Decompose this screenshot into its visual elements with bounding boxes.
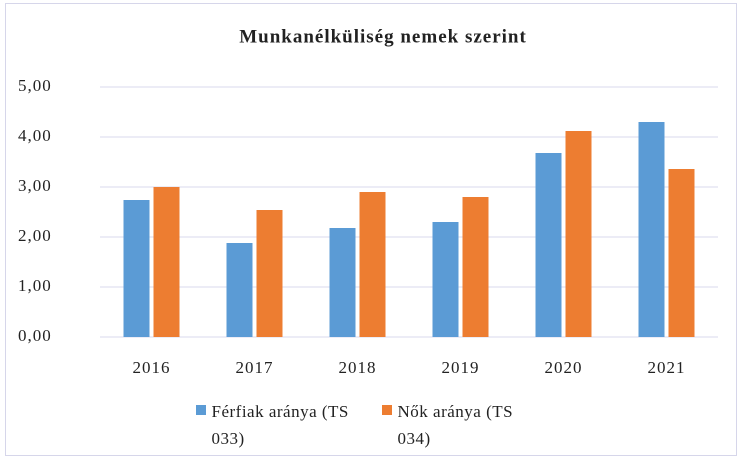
legend-label: Férfiak aránya (TS 033) bbox=[211, 402, 349, 448]
bar bbox=[432, 222, 459, 337]
x-tick-label: 2020 bbox=[545, 358, 583, 377]
chart-title: Munkanélküliség nemek szerint bbox=[239, 26, 527, 47]
bar bbox=[256, 210, 283, 337]
x-tick-label: 2019 bbox=[442, 358, 480, 377]
x-tick-label: 2018 bbox=[339, 358, 377, 377]
bar bbox=[359, 192, 386, 337]
y-tick-label: 3,00 bbox=[18, 176, 52, 195]
chart-border bbox=[5, 3, 737, 456]
legend-item: Férfiak aránya (TS 033) bbox=[195, 398, 362, 452]
y-tick-label: 4,00 bbox=[18, 126, 52, 145]
bar bbox=[462, 197, 489, 337]
x-tick-label: 2016 bbox=[133, 358, 171, 377]
bar bbox=[565, 131, 592, 337]
bar bbox=[535, 153, 562, 337]
legend-item: Nők aránya (TS 034) bbox=[381, 398, 548, 452]
legend: Férfiak aránya (TS 033) Nők aránya (TS 03… bbox=[0, 398, 743, 452]
bar bbox=[329, 228, 356, 337]
x-tick-label: 2017 bbox=[236, 358, 274, 377]
bar bbox=[153, 187, 180, 337]
y-tick-label: 2,00 bbox=[18, 226, 52, 245]
y-tick-label: 1,00 bbox=[18, 276, 52, 295]
legend-swatch bbox=[381, 405, 392, 415]
y-tick-label: 0,00 bbox=[18, 326, 52, 345]
bar bbox=[123, 200, 150, 337]
bar bbox=[668, 169, 695, 337]
bar bbox=[226, 243, 253, 337]
x-tick-label: 2021 bbox=[648, 358, 686, 377]
bar bbox=[638, 122, 665, 337]
legend-swatch bbox=[195, 405, 206, 415]
legend-label: Nők aránya (TS 034) bbox=[397, 402, 514, 448]
y-tick-label: 5,00 bbox=[18, 76, 52, 95]
